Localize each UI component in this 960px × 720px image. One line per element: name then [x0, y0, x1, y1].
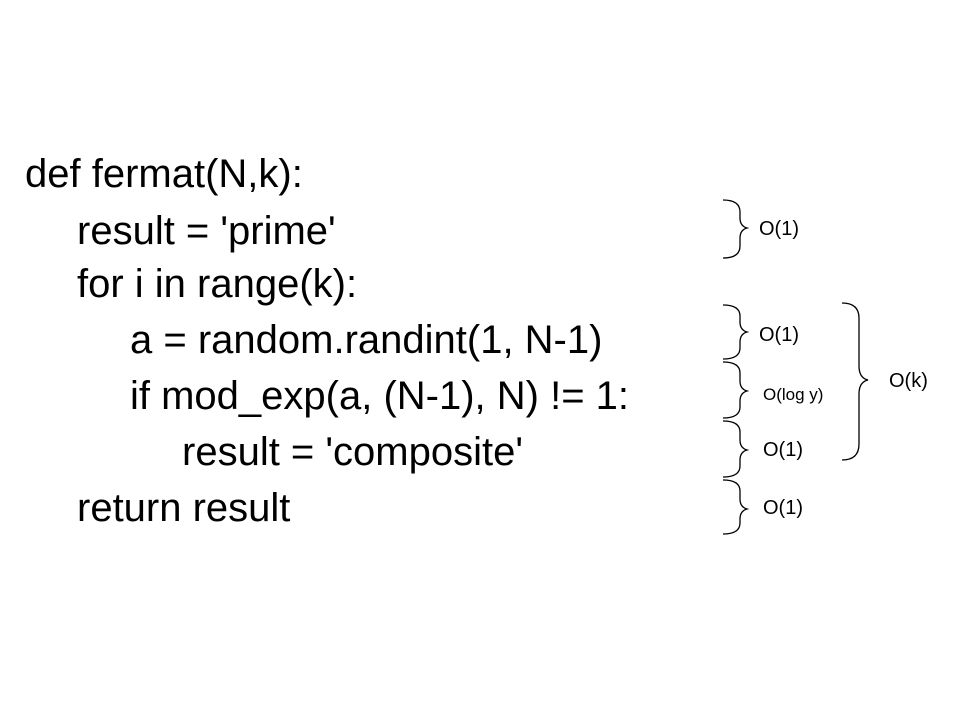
- label-assign-composite-complexity: O(1): [763, 439, 803, 461]
- code-line-for: for i in range(k):: [77, 262, 358, 306]
- label-return-complexity: O(1): [763, 497, 803, 519]
- code-line-def: def fermat(N,k):: [25, 152, 303, 196]
- brace-return: [722, 479, 750, 535]
- code-line-if: if mod_exp(a, (N-1), N) != 1:: [130, 374, 630, 418]
- code-line-return: return result: [77, 486, 291, 530]
- code-line-randint: a = random.randint(1, N-1): [130, 318, 603, 362]
- code-line-result-composite: result = 'composite': [182, 430, 523, 474]
- brace-loop: [841, 302, 869, 461]
- brace-mod-exp: [722, 361, 750, 419]
- brace-result-init: [722, 199, 750, 259]
- brace-assign-composite: [722, 420, 750, 478]
- label-result-init-complexity: O(1): [759, 218, 799, 240]
- brace-randint: [722, 304, 750, 360]
- code-line-result-prime: result = 'prime': [77, 209, 336, 253]
- label-mod-exp-complexity: O(log y): [763, 385, 824, 404]
- label-randint-complexity: O(1): [759, 324, 799, 346]
- label-loop-complexity: O(k): [889, 370, 928, 392]
